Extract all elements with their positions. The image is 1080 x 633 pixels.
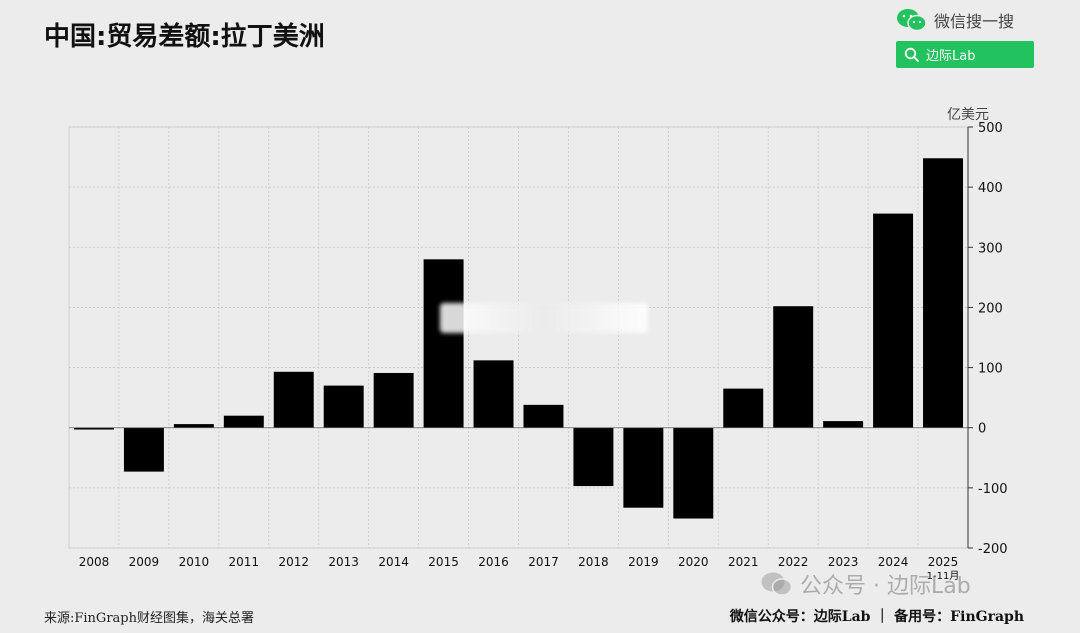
wechat-search-brand-text: 微信搜一搜 [934,12,1015,31]
bar-2019 [623,427,664,508]
bar-2020 [673,427,714,519]
x-tick-label: 2013 [328,555,359,569]
x-tick-label: 2012 [278,555,309,569]
wechat-search-brand[interactable]: 微信搜一搜 [896,8,1014,32]
source-note: 来源:FinGraph财经图集，海关总署 [44,611,254,626]
search-box[interactable]: 边际Lab [896,41,1034,68]
page-title: 中国:贸易差额:拉丁美洲 [44,22,325,52]
x-tick-label: 2010 [179,555,210,569]
bar-2012 [273,371,314,428]
x-tick-label: 2017 [528,555,559,569]
x-tick-label: 2018 [578,555,609,569]
search-query: 边际Lab [926,49,976,64]
bar-2024 [873,213,914,428]
watermark: 公众号 · 边际Lab [760,568,971,600]
bar-2018 [573,427,614,487]
y-tick-label: 0 [978,422,986,437]
bar-2013 [323,385,364,428]
x-tick-label: 2025 [928,555,959,569]
x-tick-note: 1-11月 [927,570,960,582]
bar-2016 [473,360,514,428]
y-tick-label: 200 [978,301,1003,316]
x-tick-label: 2009 [129,555,160,569]
bar-2010 [173,424,214,428]
y-tick-label: 300 [978,241,1003,256]
wechat-logo-icon [897,9,927,32]
x-tick-label: 2021 [728,555,759,569]
watermark-text: 公众号 · 边际Lab [800,574,971,599]
bar-2011 [223,415,264,428]
wechat-watermark-icon [761,572,793,596]
bar-2014 [373,372,414,428]
bar-2021 [723,388,764,428]
x-tick-label: 2023 [828,555,859,569]
search-icon [904,47,919,62]
y-tick-label: 100 [978,362,1003,377]
y-tick-label: 400 [978,181,1003,196]
bar-2009 [123,427,164,472]
x-tick-label: 2011 [229,555,260,569]
x-tick-label: 2015 [428,555,459,569]
x-tick-label: 2016 [478,555,509,569]
x-tick-label: 2019 [628,555,659,569]
bar-2008 [73,427,114,430]
obscured-watermark [440,303,648,333]
bar-2023 [823,421,864,428]
bar-2017 [523,404,564,428]
x-tick-label: 2014 [378,555,409,569]
credit-note: 微信公众号：边际Lab ｜ 备用号：FinGraph [729,609,1024,625]
x-tick-label: 2020 [678,555,709,569]
x-tick-label: 2024 [878,555,909,569]
bar-2022 [773,306,814,428]
y-tick-label: 500 [978,121,1003,136]
x-tick-label: 2022 [778,555,809,569]
bar-2015 [423,259,464,428]
y-unit-label: 亿美元 [947,107,989,123]
y-tick-label: -200 [978,542,1008,557]
y-tick-label: -100 [978,482,1008,497]
bar-2025 [923,158,964,428]
x-tick-label: 2008 [79,555,110,569]
